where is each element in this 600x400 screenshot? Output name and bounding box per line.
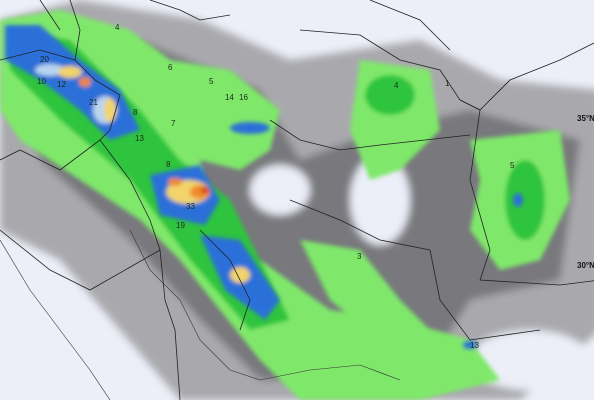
value-label: 20: [40, 55, 49, 64]
value-label: 4: [394, 81, 399, 90]
map-frame-edge: [594, 0, 600, 400]
value-label: 21: [89, 98, 98, 107]
value-label: 33: [186, 202, 195, 211]
value-label: 19: [176, 221, 185, 230]
value-label: 7: [171, 119, 176, 128]
value-label: 12: [57, 80, 66, 89]
value-label: 5: [209, 77, 214, 86]
value-label: 14: [225, 93, 234, 102]
value-label: 8: [166, 160, 171, 169]
value-label: 5: [510, 161, 515, 170]
value-label: 1: [445, 79, 450, 88]
heavy-precip-layer: [5, 25, 523, 349]
value-label: 8: [133, 108, 138, 117]
value-label: 13: [470, 341, 479, 350]
value-label: 10: [37, 77, 46, 86]
value-label: 13: [135, 134, 144, 143]
value-label: 16: [239, 93, 248, 102]
latitude-label-30n: 30°N: [577, 261, 595, 270]
value-label: 6: [168, 63, 173, 72]
latitude-label-35n: 35°N: [577, 114, 595, 123]
coastline: [0, 229, 401, 400]
value-label: 4: [115, 23, 120, 32]
value-label: 3: [357, 252, 362, 261]
